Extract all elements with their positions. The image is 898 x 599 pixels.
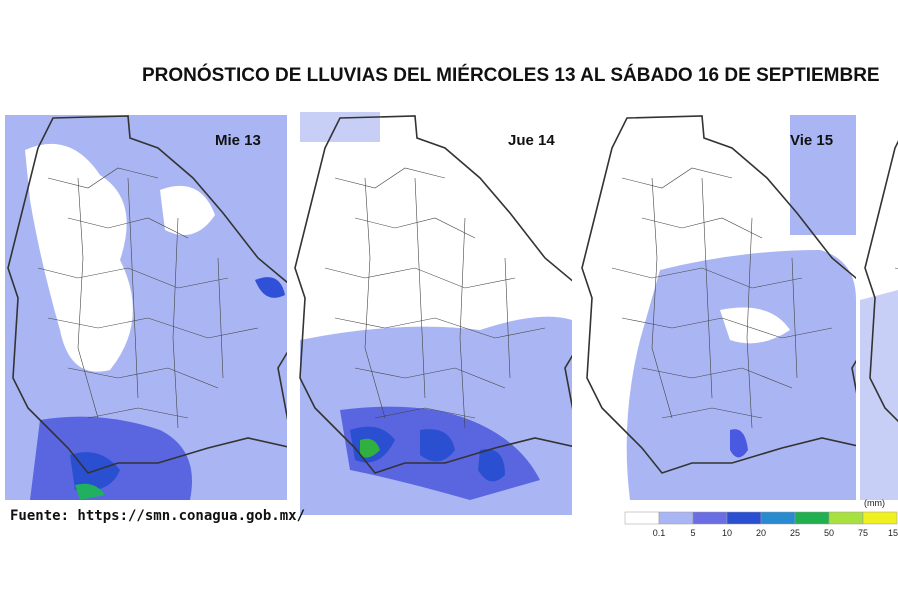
legend-label: 5 bbox=[690, 528, 695, 538]
legend-label: 50 bbox=[824, 528, 834, 538]
source: Fuente: https://smn.conagua.gob.mx/ bbox=[10, 508, 305, 524]
legend-swatch bbox=[624, 511, 660, 525]
legend-unit: (mm) bbox=[864, 498, 885, 508]
legend-label: 10 bbox=[722, 528, 732, 538]
legend-label: 20 bbox=[756, 528, 766, 538]
map-panel bbox=[578, 115, 856, 500]
legend-swatch bbox=[692, 511, 728, 525]
legend-swatch bbox=[726, 511, 762, 525]
legend-label: 75 bbox=[858, 528, 868, 538]
panel-label: Jue 14 bbox=[508, 132, 555, 149]
map-panel bbox=[5, 115, 287, 500]
title: PRONÓSTICO DE LLUVIAS DEL MIÉRCOLES 13 A… bbox=[142, 64, 880, 86]
legend-swatch bbox=[658, 511, 694, 525]
legend-swatch bbox=[828, 511, 864, 525]
legend-swatch bbox=[862, 511, 898, 525]
panel-label: Mie 13 bbox=[215, 132, 261, 149]
legend-swatch bbox=[794, 511, 830, 525]
legend-swatch bbox=[760, 511, 796, 525]
legend-label: 25 bbox=[790, 528, 800, 538]
map-panel bbox=[860, 115, 898, 500]
legend: (mm) 0.1 5 10 20 25 50 75 15 bbox=[624, 498, 898, 538]
panel-label: Vie 15 bbox=[790, 132, 833, 149]
map-panel bbox=[290, 112, 572, 515]
legend-label: 15 bbox=[888, 528, 898, 538]
legend-label: 0.1 bbox=[653, 528, 666, 538]
